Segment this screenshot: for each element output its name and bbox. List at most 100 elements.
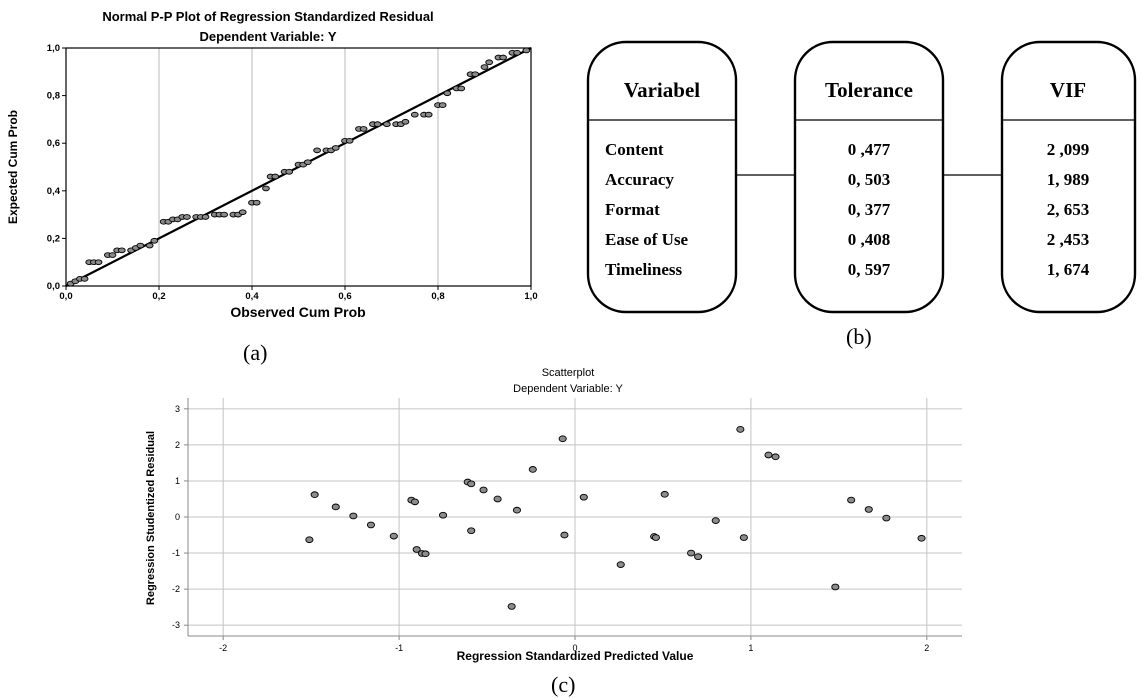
scatter-point bbox=[764, 451, 773, 459]
scatter-point bbox=[739, 534, 748, 541]
scatter-point bbox=[616, 561, 625, 568]
pp-point bbox=[513, 49, 521, 56]
pp-point bbox=[313, 147, 321, 154]
pp-plot-title: Normal P-P Plot of Regression Standardiz… bbox=[102, 9, 433, 24]
scatter-point bbox=[560, 531, 569, 539]
pp-plot-frame bbox=[65, 47, 532, 287]
pp-point bbox=[424, 111, 433, 118]
pp-point bbox=[108, 252, 117, 258]
vif-cell-variable: Content bbox=[605, 140, 664, 159]
vif-cell-variable: Ease of Use bbox=[605, 230, 689, 249]
pp-point bbox=[359, 126, 368, 132]
scatter-point bbox=[366, 521, 375, 529]
pp-point bbox=[150, 237, 159, 244]
pp-point bbox=[201, 214, 210, 220]
pp-plot-xlabel: Observed Cum Prob bbox=[230, 304, 365, 320]
pp-point bbox=[457, 85, 466, 92]
pp-plot: Normal P-P Plot of Regression Standardiz… bbox=[6, 9, 538, 320]
vif-cell-variable: Timeliness bbox=[605, 260, 683, 279]
pp-point bbox=[262, 185, 270, 192]
scatter-point bbox=[439, 511, 448, 519]
scatter-y-tick-label: 3 bbox=[175, 404, 180, 414]
scatter-grid bbox=[188, 398, 962, 636]
pp-y-tick-label: 0,4 bbox=[47, 186, 61, 197]
pp-plot-ticks: 0,00,0 0,2 0,2 0,4 0,4 0,6 0,6 0,8 0,8 1,0 1,0 bbox=[47, 43, 538, 302]
pp-point bbox=[331, 145, 340, 151]
pp-point bbox=[383, 121, 391, 128]
pp-point bbox=[480, 64, 489, 70]
panel-label-b: (b) bbox=[846, 324, 872, 349]
pp-point bbox=[499, 54, 507, 61]
panel-label-a: (a) bbox=[243, 340, 268, 365]
pp-point bbox=[80, 276, 89, 282]
pp-point bbox=[471, 71, 480, 78]
vif-cell-vif: 2 ,453 bbox=[1047, 230, 1090, 249]
vif-cell-vif: 2, 653 bbox=[1047, 200, 1090, 219]
pp-point bbox=[373, 121, 382, 128]
pp-y-tick-label: 0,6 bbox=[47, 138, 60, 149]
pp-point bbox=[285, 168, 294, 175]
pp-x-tick-label: 0,0 bbox=[59, 291, 72, 302]
pp-x-tick-label: 0,4 bbox=[245, 291, 259, 302]
pp-plot-subtitle: Dependent Variable: Y bbox=[199, 29, 336, 44]
scatter-point bbox=[847, 496, 856, 504]
scatter-y-tick-label: 0 bbox=[175, 512, 180, 522]
scatter-y-tick-label: -1 bbox=[172, 548, 180, 558]
scatter-point bbox=[528, 466, 537, 473]
scatter-point bbox=[331, 503, 340, 511]
scatter-point bbox=[349, 512, 358, 520]
scatter-x-tick-label: -2 bbox=[219, 643, 227, 653]
scatter-point bbox=[467, 480, 476, 488]
scatter-x-tick-label: 2 bbox=[924, 643, 929, 653]
scatter-point bbox=[917, 534, 926, 542]
scatter-point bbox=[831, 583, 840, 591]
pp-point bbox=[522, 47, 531, 54]
pp-point bbox=[345, 137, 354, 144]
pp-point bbox=[485, 59, 494, 66]
pp-point bbox=[238, 209, 247, 216]
pp-y-tick-label: 0,8 bbox=[47, 91, 60, 102]
vif-cell-tolerance: 0, 503 bbox=[848, 170, 891, 189]
pp-point bbox=[220, 211, 228, 218]
vif-cell-variable: Format bbox=[605, 200, 660, 219]
scatter-point bbox=[558, 435, 567, 443]
pp-point bbox=[410, 111, 419, 118]
pp-point bbox=[94, 259, 103, 266]
scatter-plot: Scatterplot Dependent Variable: Y -2 -1 0 1… bbox=[145, 367, 962, 663]
pp-y-tick-label: 0,0 bbox=[47, 281, 60, 292]
pp-point bbox=[183, 214, 191, 220]
scatter-subtitle: Dependent Variable: Y bbox=[513, 383, 623, 395]
pp-plot-grid bbox=[158, 48, 439, 286]
pp-point bbox=[401, 118, 410, 125]
scatter-point bbox=[507, 603, 516, 610]
pp-point bbox=[145, 242, 154, 249]
pp-point bbox=[136, 242, 145, 249]
vif-cell-tolerance: 0, 377 bbox=[848, 200, 891, 219]
scatter-point bbox=[389, 532, 398, 540]
scatter-point bbox=[410, 498, 419, 506]
scatter-point bbox=[512, 506, 522, 514]
scatter-point bbox=[660, 490, 669, 498]
scatter-x-tick-label: 0 bbox=[572, 643, 577, 653]
scatter-y-tick-label: -3 bbox=[172, 620, 180, 630]
scatter-point bbox=[651, 534, 660, 541]
scatter-point bbox=[771, 453, 780, 461]
pp-point bbox=[438, 102, 447, 108]
scatter-point bbox=[736, 426, 745, 433]
vif-cell-variable: Accuracy bbox=[605, 170, 674, 189]
vif-cell-vif: 1, 989 bbox=[1047, 170, 1090, 189]
scatter-point bbox=[694, 553, 703, 561]
vif-box-tolerance bbox=[793, 40, 945, 314]
scatter-x-tick-label: 1 bbox=[748, 643, 753, 653]
pp-x-tick-label: 0,2 bbox=[152, 291, 165, 302]
pp-point bbox=[303, 159, 312, 166]
vif-cell-tolerance: 0 ,408 bbox=[848, 230, 891, 249]
scatter-y-tick-label: 2 bbox=[175, 440, 180, 450]
scatter-point bbox=[479, 486, 488, 494]
scatter-point bbox=[493, 495, 502, 503]
pp-y-tick-label: 0,2 bbox=[47, 233, 60, 244]
panel-label-c: (c) bbox=[551, 672, 576, 697]
scatter-point bbox=[579, 493, 588, 501]
scatter-point bbox=[882, 514, 891, 522]
pp-point bbox=[117, 247, 126, 254]
